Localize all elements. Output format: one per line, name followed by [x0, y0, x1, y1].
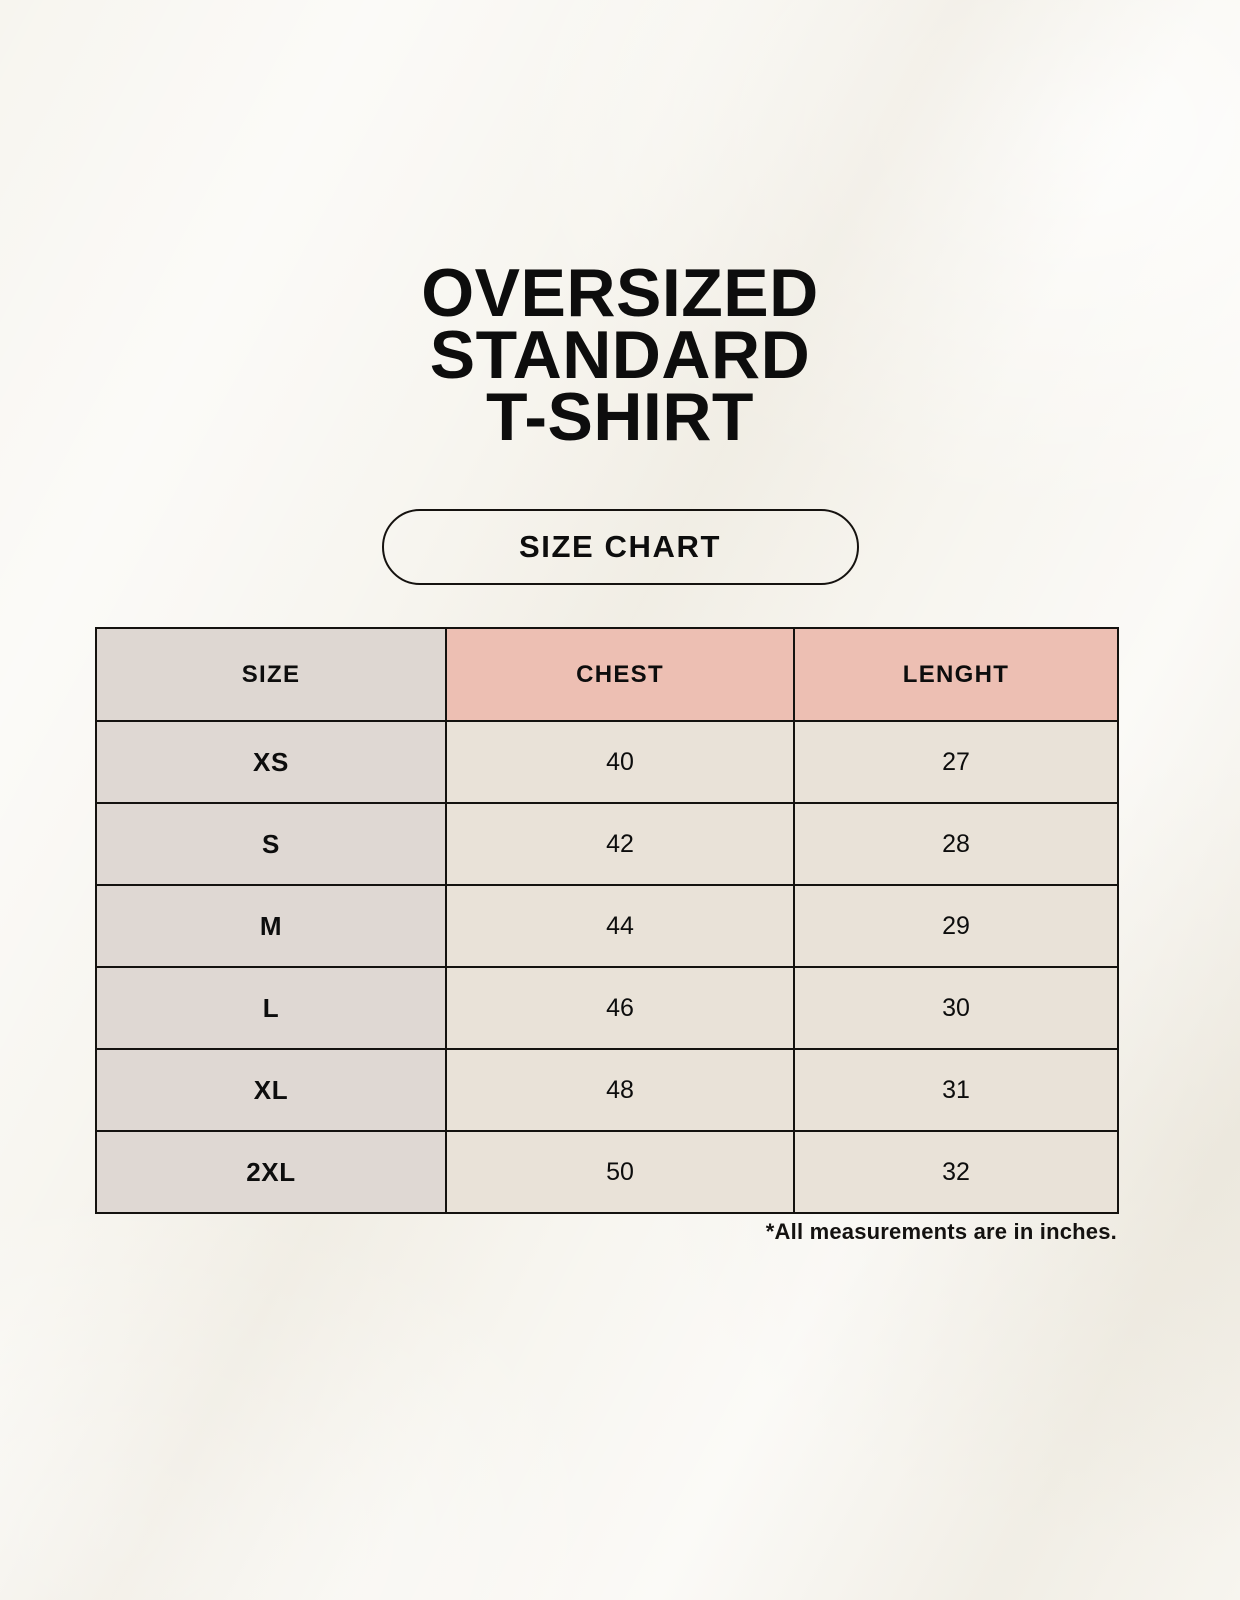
cell-size: XL [95, 1048, 447, 1132]
column-header-length: LENGHT [793, 627, 1119, 722]
table-row: M 44 29 [95, 884, 1119, 968]
cell-chest: 42 [445, 802, 795, 886]
cell-size: M [95, 884, 447, 968]
cell-chest: 48 [445, 1048, 795, 1132]
table-row: L 46 30 [95, 966, 1119, 1050]
cell-length: 28 [793, 802, 1119, 886]
cell-size: L [95, 966, 447, 1050]
cell-length: 32 [793, 1130, 1119, 1214]
cell-length: 27 [793, 720, 1119, 804]
table-row: 2XL 50 32 [95, 1130, 1119, 1214]
size-chart-badge: SIZE CHART [381, 509, 859, 585]
cell-length: 29 [793, 884, 1119, 968]
badge-container: SIZE CHART [0, 509, 1240, 585]
column-header-size: SIZE [95, 627, 447, 722]
title-line-2: STANDARD [429, 317, 811, 393]
cell-length: 30 [793, 966, 1119, 1050]
measurements-footnote: *All measurements are in inches. [765, 1219, 1117, 1244]
cell-chest: 46 [445, 966, 795, 1050]
cell-chest: 44 [445, 884, 795, 968]
size-chart-badge-label: SIZE CHART [519, 529, 721, 564]
cell-chest: 40 [445, 720, 795, 804]
table-row: XS 40 27 [95, 720, 1119, 804]
table-row: XL 48 31 [95, 1048, 1119, 1132]
cell-chest: 50 [445, 1130, 795, 1214]
column-header-chest: CHEST [445, 627, 795, 722]
title-line-3: T-SHIRT [486, 379, 754, 455]
table-header: SIZE CHEST LENGHT [95, 627, 1119, 722]
table-header-row: SIZE CHEST LENGHT [95, 627, 1119, 722]
title-line-1: OVERSIZED [421, 255, 819, 331]
cell-size: XS [95, 720, 447, 804]
table-body: XS 40 27 S 42 28 M 44 29 L 46 30 XL 48 [95, 720, 1119, 1214]
cell-size: 2XL [95, 1130, 447, 1214]
size-chart-table: SIZE CHEST LENGHT XS 40 27 S 42 28 M 44 … [95, 627, 1119, 1214]
cell-size: S [95, 802, 447, 886]
page-title: OVERSIZED STANDARD T-SHIRT [0, 255, 1240, 455]
table-row: S 42 28 [95, 802, 1119, 886]
cell-length: 31 [793, 1048, 1119, 1132]
